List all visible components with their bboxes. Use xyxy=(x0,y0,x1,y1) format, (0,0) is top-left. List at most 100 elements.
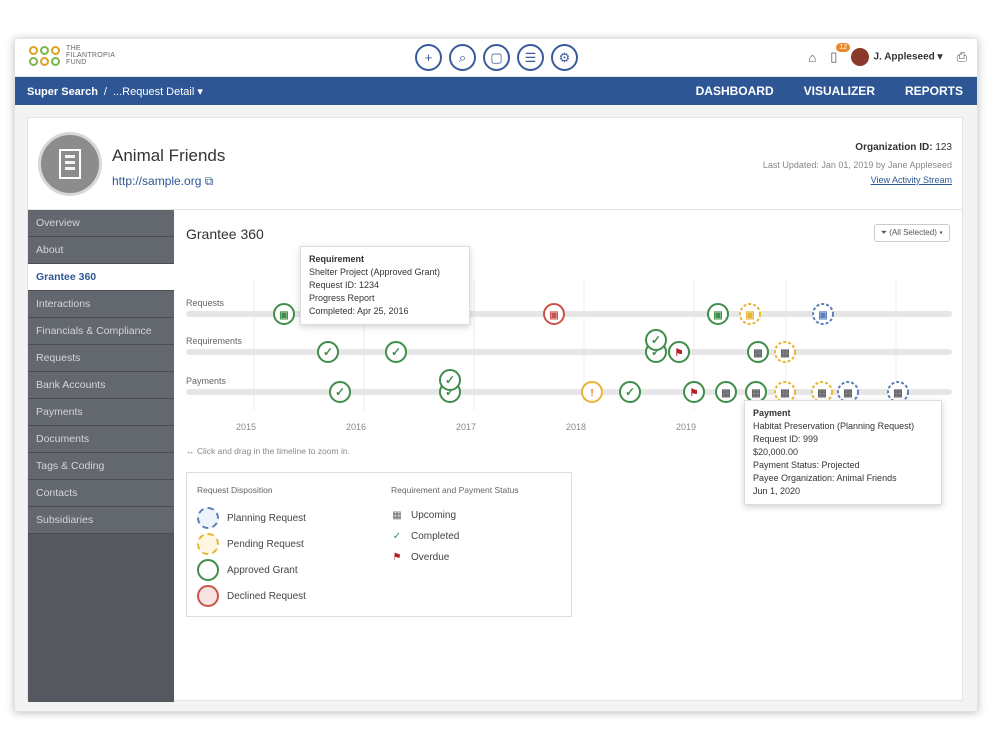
timeline-marker[interactable]: ⚑ xyxy=(668,341,690,363)
year-label: 2015 xyxy=(236,422,256,432)
sidebar-item-payments[interactable]: Payments xyxy=(28,399,174,426)
tooltip-line: Completed: Apr 25, 2016 xyxy=(309,306,409,316)
zoom-hint: ↔ Click and drag in the timeline to zoom… xyxy=(186,446,350,456)
timeline-marker[interactable]: ! xyxy=(581,381,603,403)
svg-text:✓: ✓ xyxy=(391,345,401,359)
timeline-marker[interactable]: ✓ xyxy=(619,381,641,403)
svg-text:▦: ▦ xyxy=(817,388,826,399)
svg-text:✓: ✓ xyxy=(445,373,455,387)
breadcrumb-root[interactable]: Super Search xyxy=(27,86,98,98)
breadcrumb: Super Search / ...Request Detail ▾ xyxy=(27,85,203,98)
org-card: Animal Friends http://sample.org ⧉ Organ… xyxy=(27,117,964,702)
sidebar-item-financials-compliance[interactable]: Financials & Compliance xyxy=(28,318,174,345)
notification-badge: 12 xyxy=(836,43,851,52)
svg-text:✓: ✓ xyxy=(335,385,345,399)
tooltip-line: Request ID: 999 xyxy=(753,434,819,444)
sidebar-item-bank-accounts[interactable]: Bank Accounts xyxy=(28,372,174,399)
top-header: THE FILANTROPIA FUND + ⌕ ▢ ☰ ⚙ ⌂ ▯ 12 J. … xyxy=(15,39,977,77)
logo[interactable]: THE FILANTROPIA FUND xyxy=(29,45,115,66)
svg-text:▣: ▣ xyxy=(279,310,288,321)
timeline-marker[interactable]: ▦ xyxy=(745,381,767,403)
disposition-legend: Request Disposition Planning Request Pendi… xyxy=(197,485,306,609)
timeline-marker[interactable]: ▣ xyxy=(812,303,834,325)
timeline-marker[interactable]: ▣ xyxy=(739,303,761,325)
org-id: Organization ID: 123 xyxy=(855,142,952,153)
legend-label: Upcoming xyxy=(411,510,457,521)
tooltip-line: Request ID: 1234 xyxy=(309,280,380,290)
activity-stream-link[interactable]: View Activity Stream xyxy=(870,175,952,185)
notifications-icon[interactable]: ▯ 12 xyxy=(830,43,851,65)
settings-icon[interactable]: ⚙ xyxy=(551,44,578,71)
home-icon[interactable]: ⌂ xyxy=(808,49,817,65)
timeline-marker[interactable]: ▣ xyxy=(543,303,565,325)
svg-text:▣: ▣ xyxy=(745,310,754,321)
year-label: 2017 xyxy=(456,422,476,432)
svg-text:✓: ✓ xyxy=(651,333,661,347)
tooltip-line: Payee Organization: Animal Friends xyxy=(753,473,897,483)
timeline-marker[interactable]: ✓ xyxy=(645,329,667,351)
timeline-marker[interactable]: ✓ xyxy=(439,369,461,391)
svg-text:▦: ▦ xyxy=(721,388,730,399)
filter-dropdown[interactable]: ⏷ (All Selected) ▾ xyxy=(873,224,950,242)
legend-swatch xyxy=(197,533,219,555)
timeline-marker[interactable]: ⚑ xyxy=(683,381,705,403)
search-icon[interactable]: ⌕ xyxy=(449,44,476,71)
nav-visualizer[interactable]: VISUALIZER xyxy=(803,84,875,98)
nav-dashboard[interactable]: DASHBOARD xyxy=(695,84,774,98)
timeline-marker[interactable]: ▦ xyxy=(747,341,769,363)
svg-text:▣: ▣ xyxy=(549,310,558,321)
timeline-chart[interactable]: 2015 2016 2017 2018 2019 Requests Requirements… xyxy=(174,250,964,460)
timeline-marker[interactable]: ▦ xyxy=(774,381,796,403)
legend-item: ▦ Upcoming xyxy=(391,505,519,526)
user-name: J. Appleseed xyxy=(873,51,935,63)
logo-text: THE FILANTROPIA FUND xyxy=(66,45,116,66)
timeline-marker[interactable]: ▦ xyxy=(837,381,859,403)
timeline-marker[interactable]: ✓ xyxy=(329,381,351,403)
sidebar-item-grantee-360[interactable]: Grantee 360 xyxy=(28,264,174,291)
sidebar-item-tags-coding[interactable]: Tags & Coding xyxy=(28,453,174,480)
add-icon[interactable]: + xyxy=(415,44,442,71)
building-icon xyxy=(38,132,102,196)
legend-item: ✓ Completed xyxy=(391,526,519,547)
org-url-link[interactable]: http://sample.org ⧉ xyxy=(112,174,214,188)
svg-text:▦: ▦ xyxy=(893,388,902,399)
timeline-marker[interactable]: ✓ xyxy=(317,341,339,363)
svg-text:▦: ▦ xyxy=(751,388,760,399)
timeline-marker[interactable]: ▦ xyxy=(774,341,796,363)
nav-reports[interactable]: REPORTS xyxy=(904,84,963,98)
timeline-marker[interactable]: ✓ xyxy=(385,341,407,363)
timeline-marker[interactable]: ▣ xyxy=(707,303,729,325)
row-label: Requirements xyxy=(186,336,243,346)
nav-bar: Super Search / ...Request Detail ▾ DASHBOA… xyxy=(15,77,977,105)
note-icon[interactable]: ▢ xyxy=(483,44,510,71)
breadcrumb-current[interactable]: ...Request Detail ▾ xyxy=(112,86,203,98)
page-content: Animal Friends http://sample.org ⧉ Organ… xyxy=(15,105,977,711)
legend-item: Pending Request xyxy=(197,531,306,557)
timeline-marker[interactable]: ▦ xyxy=(887,381,909,403)
svg-text:▣: ▣ xyxy=(713,310,722,321)
svg-text:▦: ▦ xyxy=(843,388,852,399)
sidebar-item-about[interactable]: About xyxy=(28,237,174,264)
main-nav: DASHBOARD VISUALIZER REPORTS xyxy=(696,84,977,98)
sidebar-item-overview[interactable]: Overview xyxy=(28,210,174,237)
flag-icon: ⚑ xyxy=(392,552,402,563)
sidebar-item-documents[interactable]: Documents xyxy=(28,426,174,453)
sidebar-item-requests[interactable]: Requests xyxy=(28,345,174,372)
sidebar-item-contacts[interactable]: Contacts xyxy=(28,480,174,507)
filter-icon: ⏷ xyxy=(880,228,888,237)
print-icon[interactable]: ⎙ xyxy=(956,49,967,64)
tooltip-title: Requirement xyxy=(309,254,365,264)
year-label: 2018 xyxy=(566,422,586,432)
timeline-marker[interactable]: ▦ xyxy=(811,381,833,403)
legend-item: ⚑ Overdue xyxy=(391,547,519,568)
app-window: THE FILANTROPIA FUND + ⌕ ▢ ☰ ⚙ ⌂ ▯ 12 J. … xyxy=(14,38,978,712)
row-label: Payments xyxy=(186,376,227,386)
checklist-icon[interactable]: ☰ xyxy=(517,44,544,71)
timeline-marker[interactable]: ▣ xyxy=(273,303,295,325)
external-link-icon: ⧉ xyxy=(204,174,214,188)
sidebar-item-subsidiaries[interactable]: Subsidiaries xyxy=(28,507,174,534)
timeline-marker[interactable]: ▦ xyxy=(715,381,737,403)
user-menu[interactable]: J. Appleseed ▾ xyxy=(851,48,943,66)
year-label: 2019 xyxy=(676,422,696,432)
sidebar-item-interactions[interactable]: Interactions xyxy=(28,291,174,318)
